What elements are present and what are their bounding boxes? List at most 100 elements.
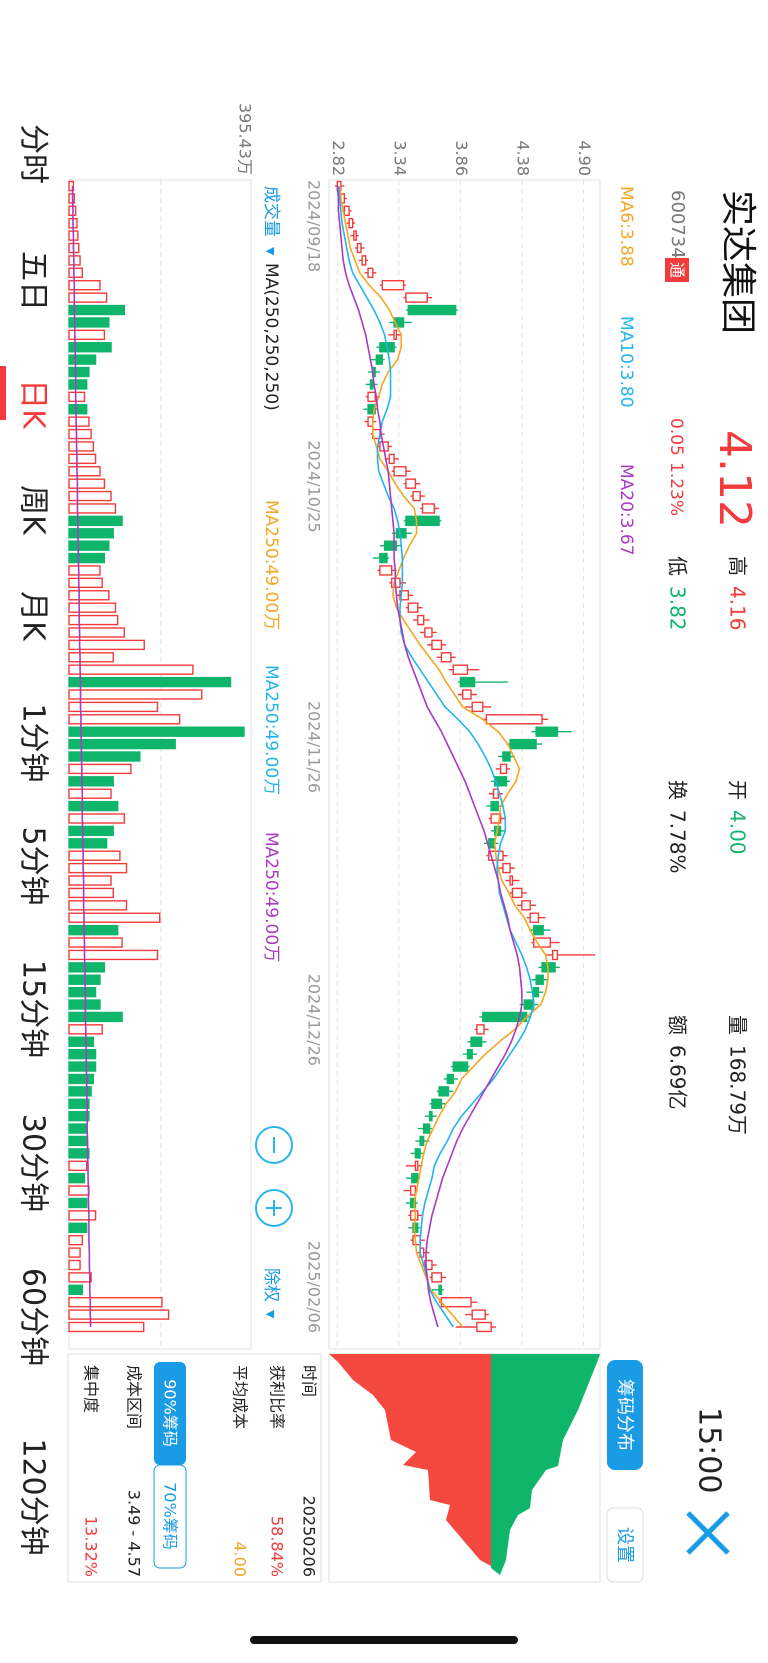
candle-body (405, 292, 428, 303)
close-icon[interactable] (686, 1511, 730, 1555)
volume-bar (68, 838, 108, 849)
candle-body (348, 218, 354, 229)
candle-body (446, 1073, 454, 1085)
zoom-out-button[interactable] (255, 1126, 293, 1164)
candle-body (414, 1148, 421, 1159)
quote-label: 换 (666, 780, 690, 800)
volume-bar (68, 366, 90, 378)
quote-value: 6.69亿 (666, 1045, 690, 1110)
period-tab[interactable]: 日K (16, 379, 51, 430)
candle-body (369, 379, 374, 390)
volume-bar (68, 887, 114, 899)
candle-body (440, 1296, 472, 1308)
volume-bar (68, 676, 232, 688)
volume-bar (68, 404, 88, 415)
settings-label[interactable]: 设置 (614, 1527, 635, 1563)
volume-bar (68, 354, 97, 365)
volume-bar (68, 924, 119, 936)
candle-body (407, 304, 457, 316)
volume-bar (68, 900, 128, 911)
candle-body (367, 267, 374, 279)
candle-body (438, 1086, 450, 1097)
period-tab[interactable]: 60分钟 (16, 1268, 51, 1366)
period-tab[interactable]: 分时 (16, 124, 51, 184)
volume-bar (68, 379, 88, 390)
quote-label: 高 (726, 556, 750, 576)
volume-ma-line (71, 186, 92, 1328)
volume-bar (68, 1036, 95, 1047)
y-tick-label: 4.38 (513, 140, 532, 176)
quote-value: 4.00 (726, 810, 750, 855)
volume-bar (68, 292, 108, 303)
price: 4.12 (709, 430, 760, 528)
candle-body (381, 280, 405, 291)
candle-body (485, 714, 543, 725)
candle-body (499, 763, 508, 775)
volume-bar (68, 751, 141, 762)
volume-bar (68, 342, 112, 353)
volume-bar (68, 763, 132, 775)
x-tick-label: 2025/02/06 (305, 1241, 324, 1333)
candle-body (361, 255, 367, 266)
volume-bar (68, 726, 245, 737)
candle-body (476, 1321, 492, 1333)
change-pct: 1.23% (666, 462, 686, 516)
volume-bar (68, 1160, 88, 1171)
period-tab[interactable]: 15分钟 (16, 960, 51, 1058)
volume-title: 成交量 (261, 186, 281, 237)
candle-body (440, 652, 452, 663)
candle-body (529, 912, 540, 923)
zoom-in-button[interactable] (255, 1189, 293, 1227)
chip-tab-label[interactable]: 筹码分布 (614, 1379, 635, 1451)
candle-body (459, 676, 476, 688)
candle-body (388, 453, 395, 465)
y-tick-label: 3.34 (390, 140, 409, 176)
volume-bar (68, 738, 176, 750)
volume-bar (68, 962, 106, 973)
period-tab[interactable]: 月K (16, 591, 51, 642)
volume-bar (68, 1197, 88, 1209)
volume-bar (68, 825, 114, 837)
candle-body (409, 1185, 417, 1196)
period-tab[interactable]: 30分钟 (16, 1114, 51, 1212)
period-tab[interactable]: 120分钟 (16, 1438, 51, 1555)
chip-button-label[interactable]: 70%筹码 (161, 1482, 180, 1550)
volume-bar (68, 1185, 90, 1196)
volume-bar (68, 1098, 90, 1109)
quote-value: 168.79万 (726, 1045, 750, 1135)
candle-body (379, 565, 393, 576)
y-tick-label: 3.86 (452, 140, 471, 176)
active-tab-indicator (0, 366, 6, 420)
period-tab[interactable]: 五日 (16, 251, 51, 311)
candle-body (375, 354, 383, 365)
settings-button[interactable] (606, 1507, 644, 1583)
candle-body (535, 974, 544, 985)
volume-bar (68, 875, 112, 886)
period-tab[interactable]: 周K (16, 485, 51, 536)
volume-bar (68, 937, 123, 948)
chip-90-button[interactable] (154, 1362, 186, 1465)
legend-entry: MA20:3.67 (616, 464, 636, 556)
candle-body (438, 1284, 443, 1295)
adjust-button[interactable]: 除权 (261, 1268, 281, 1302)
chip-info-value: 20250206 (300, 1496, 319, 1577)
chip-tab-button[interactable] (607, 1360, 643, 1470)
volume-bar (68, 1222, 88, 1233)
candle-body (379, 552, 388, 564)
candle-body (551, 949, 559, 961)
chip-button-label[interactable]: 90%筹码 (161, 1379, 180, 1447)
candle-body (424, 627, 433, 638)
home-indicator (250, 1636, 518, 1644)
volume-bar (68, 428, 92, 440)
volume-bar (68, 540, 110, 551)
chip-profit-area (329, 1354, 491, 1566)
candle-body (535, 726, 559, 737)
chip-70-button[interactable] (153, 1464, 187, 1569)
volume-bar (68, 1048, 97, 1060)
chip-info-label: 获利比率 (268, 1365, 287, 1429)
period-tab[interactable]: 5分钟 (16, 826, 51, 905)
volume-legend-title: MA(250,250,250) (261, 263, 281, 411)
candle-body (521, 900, 531, 911)
period-tab[interactable]: 1分钟 (16, 703, 51, 782)
